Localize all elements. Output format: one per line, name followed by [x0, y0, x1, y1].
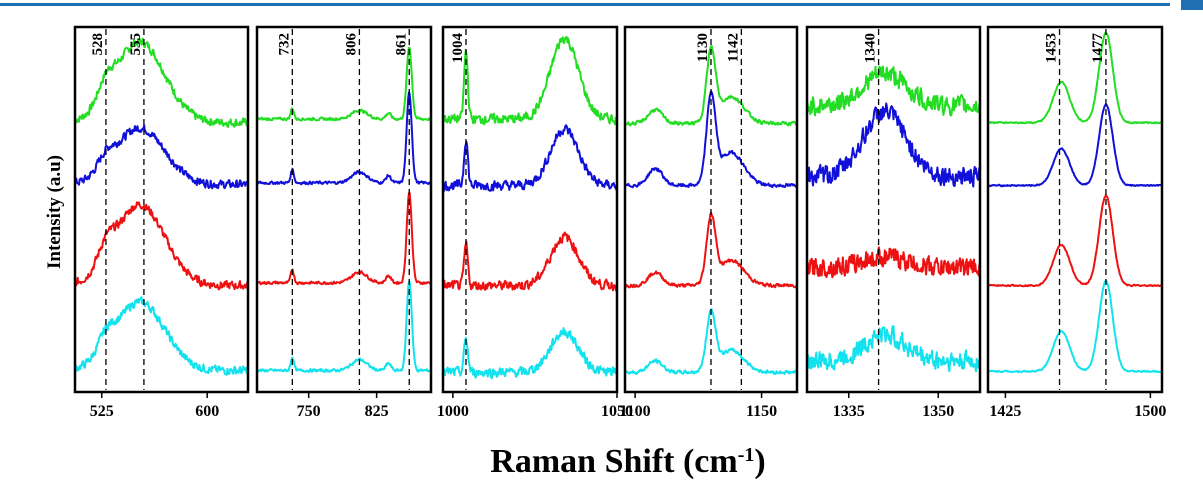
- x-tick-label-525: 525: [90, 403, 114, 420]
- header-rule: [0, 0, 1203, 10]
- panel-5: 1340 1335 1350: [805, 25, 982, 420]
- panel-frame: [73, 25, 250, 394]
- spectrum-line-2: [987, 103, 1163, 188]
- x-axis-label-sup: -1: [738, 444, 755, 466]
- panel-4: 1130 1142 1100 1150: [620, 25, 799, 420]
- peak-label-555: 555: [128, 33, 144, 56]
- x-tick-label-825: 825: [365, 403, 389, 420]
- x-axis-label: Raman Shift (cm-1): [490, 443, 765, 480]
- spectrum-line-4: [987, 280, 1163, 374]
- spectrum-line-1: [74, 37, 249, 128]
- x-axis-label-main: Raman Shift (cm: [490, 443, 737, 480]
- peak-label-1142: 1142: [725, 33, 741, 62]
- panel-frame: [986, 25, 1164, 394]
- spectrum-line-1: [987, 31, 1163, 125]
- x-tick-label-1350: 1350: [922, 403, 954, 420]
- x-tick-label-1000: 1000: [437, 403, 469, 420]
- peak-label-861: 861: [393, 33, 409, 56]
- spectrum-line-2: [74, 124, 249, 190]
- peak-label-732: 732: [276, 33, 292, 56]
- spectrum-line-3: [256, 191, 432, 286]
- panel-1: 528 555 525 600: [73, 25, 250, 420]
- x-tick-label-1500: 1500: [1134, 403, 1166, 420]
- header-rule-tab: [1181, 0, 1203, 10]
- spectrum-line-2: [256, 91, 432, 186]
- spectrum-line-1: [806, 65, 981, 117]
- header-rule-line: [0, 3, 1170, 6]
- spectrum-line-4: [256, 280, 432, 373]
- panel-3: 1004 1000 1050: [437, 25, 633, 420]
- spectrum-line-3: [806, 246, 981, 279]
- panel-frame: [623, 25, 799, 394]
- x-tick-label-1100: 1100: [620, 403, 651, 420]
- x-tick-label-1335: 1335: [833, 403, 865, 420]
- spectrum-line-1: [624, 45, 798, 127]
- y-axis-label: Intensity (a.u): [44, 155, 65, 269]
- spectrum-line-2: [442, 124, 618, 192]
- panel-frame: [255, 25, 433, 394]
- spectrum-line-2: [806, 102, 981, 188]
- spectrum-line-4: [74, 296, 249, 376]
- spectrum-line-4: [806, 325, 981, 373]
- spectrum-line-3: [442, 231, 618, 292]
- x-tick-label-1050: 1050: [601, 403, 633, 420]
- panel-frame: [441, 25, 619, 394]
- x-tick-label-750: 750: [297, 403, 321, 420]
- x-tick-label-600: 600: [195, 403, 219, 420]
- spectrum-line-1: [256, 46, 432, 122]
- peak-label-1453: 1453: [1044, 33, 1060, 63]
- panel-6: 1453 1477 1425 1500: [986, 25, 1166, 420]
- peak-label-1477: 1477: [1090, 33, 1106, 64]
- spectrum-line-3: [74, 201, 249, 291]
- spectrum-line-3: [987, 194, 1163, 288]
- peak-label-1130: 1130: [695, 33, 711, 62]
- x-axis-label-end: ): [754, 443, 765, 480]
- spectrum-line-1: [442, 36, 618, 126]
- panel-frame: [805, 25, 982, 394]
- panel-2: 732 806 861 750 825: [255, 25, 433, 420]
- x-tick-label-1425: 1425: [989, 403, 1021, 420]
- spectrum-line-4: [442, 327, 618, 380]
- peak-label-528: 528: [90, 33, 106, 56]
- peak-label-1340: 1340: [863, 33, 879, 63]
- peak-label-1004: 1004: [450, 33, 466, 64]
- peak-label-806: 806: [343, 33, 359, 56]
- x-tick-label-1150: 1150: [746, 403, 777, 420]
